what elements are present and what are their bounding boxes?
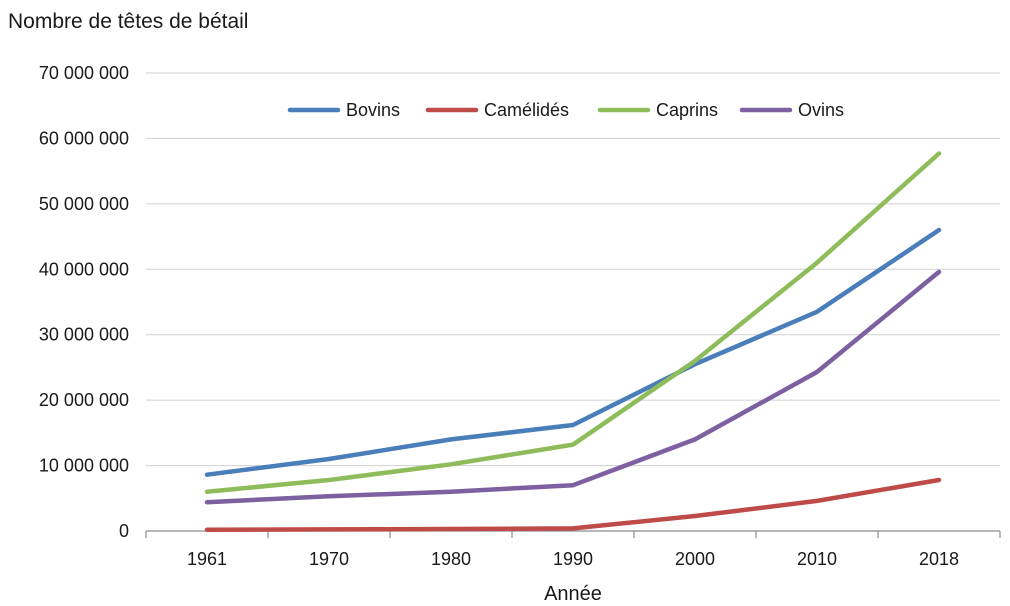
x-tick-label: 2000: [675, 549, 715, 569]
legend-label: Ovins: [798, 100, 844, 120]
gridlines: [146, 72, 1000, 467]
axes: 0 10 000 000 20 000 000 30 000 000 40 000 00…: [39, 63, 1001, 569]
y-tick-label: 10 000 000: [39, 456, 129, 476]
x-tick-label: 1961: [187, 549, 227, 569]
series-line-caprins: [204, 151, 942, 494]
y-tick-label: 50 000 000: [39, 194, 129, 214]
legend-label: Caprins: [656, 100, 718, 120]
x-tick-label: 2010: [797, 549, 837, 569]
series-line-camélidés: [204, 477, 942, 532]
x-axis-title: Année: [544, 583, 602, 605]
y-tick-label: 70 000 000: [39, 63, 129, 83]
legend-label: Bovins: [346, 100, 400, 120]
y-tick-label: 0: [119, 521, 129, 541]
y-tick-label: 40 000 000: [39, 259, 129, 279]
series-lines: [204, 151, 942, 532]
legend-label: Camélidés: [484, 100, 569, 120]
x-tick-label: 2018: [919, 549, 959, 569]
y-tick-label: 20 000 000: [39, 390, 129, 410]
chart-title: Nombre de têtes de bétail: [8, 10, 249, 33]
y-tick-label: 30 000 000: [39, 325, 129, 345]
x-tick-label: 1970: [309, 549, 349, 569]
x-tick-label: 1990: [553, 549, 593, 569]
y-tick-label: 60 000 000: [39, 128, 129, 148]
series-line-ovins: [204, 269, 942, 505]
series-line-bovins: [204, 227, 942, 477]
x-tick-label: 1980: [431, 549, 471, 569]
legend: Bovins Camélidés Caprins Ovins: [287, 100, 844, 120]
